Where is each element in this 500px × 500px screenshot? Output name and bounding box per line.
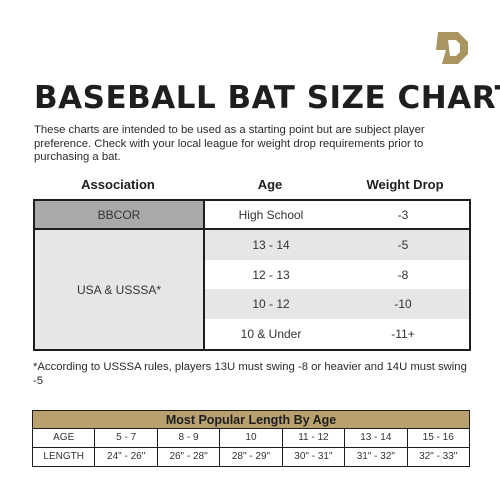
length-cell: 24" - 26" xyxy=(95,447,158,466)
table-row: 13 - 14 -5 xyxy=(205,230,469,260)
age-cell: 10 xyxy=(220,429,283,447)
column-header-association: Association xyxy=(81,177,155,192)
table-row: LENGTH 24" - 26" 26" - 28" 28" - 29" 30"… xyxy=(33,447,469,466)
table-row: 12 - 13 -8 xyxy=(205,260,469,290)
age-cell: 13 - 14 xyxy=(345,429,408,447)
age-cell: 12 - 13 xyxy=(252,267,290,282)
weight-drop-cell: -10 xyxy=(394,297,412,312)
page-title: BASEBALL BAT SIZE CHART xyxy=(34,80,500,116)
row-label-length: LENGTH xyxy=(33,447,96,466)
table-row: AGE 5 - 7 8 - 9 10 11 - 12 13 - 14 15 - … xyxy=(33,429,469,448)
column-header-age: Age xyxy=(257,177,283,192)
length-cell: 32" - 33" xyxy=(419,451,458,463)
age-cell: 10 - 12 xyxy=(252,297,290,312)
footnote: *According to USSSA rules, players 13U m… xyxy=(33,361,467,387)
length-cell: 31" - 32" xyxy=(345,447,408,466)
weight-drop-cell: -11+ xyxy=(391,326,415,341)
table-row: 10 - 12 -10 xyxy=(205,289,469,320)
length-table-title: Most Popular Length By Age xyxy=(33,411,469,429)
row-label-age: AGE xyxy=(33,429,96,447)
age-cell: 5 - 7 xyxy=(95,429,158,447)
length-cell: 28" - 29" xyxy=(220,447,283,466)
age-cell: 8 - 9 xyxy=(158,429,221,447)
length-cell: 30" - 31" xyxy=(283,447,346,466)
length-by-age-table: Most Popular Length By Age AGE 5 - 7 8 -… xyxy=(32,410,470,467)
association-usa-usssa: USA & USSSA* xyxy=(35,230,205,349)
demarini-d-logo-icon xyxy=(436,32,468,64)
age-cell: 11 - 12 xyxy=(283,429,346,447)
table-row: 10 & Under -11+ xyxy=(205,319,469,349)
column-header-weight-drop: Weight Drop xyxy=(366,177,444,192)
age-cell: 10 & Under xyxy=(240,326,302,341)
age-cell: 13 - 14 xyxy=(252,237,290,252)
age-cell: High School xyxy=(238,207,304,222)
intro-text: These charts are intended to be used as … xyxy=(34,124,425,164)
association-bbcor: BBCOR xyxy=(35,201,205,230)
weight-drop-table: BBCOR High School -3 USA & USSSA* 13 - 1… xyxy=(33,199,471,351)
weight-drop-cell: -8 xyxy=(397,267,409,282)
length-cell: 26" - 28" xyxy=(158,447,221,466)
table-row: High School -3 xyxy=(205,201,469,230)
age-cell: 15 - 16 xyxy=(422,432,454,444)
weight-drop-cell: -3 xyxy=(397,207,409,222)
weight-drop-cell: -5 xyxy=(397,237,409,252)
